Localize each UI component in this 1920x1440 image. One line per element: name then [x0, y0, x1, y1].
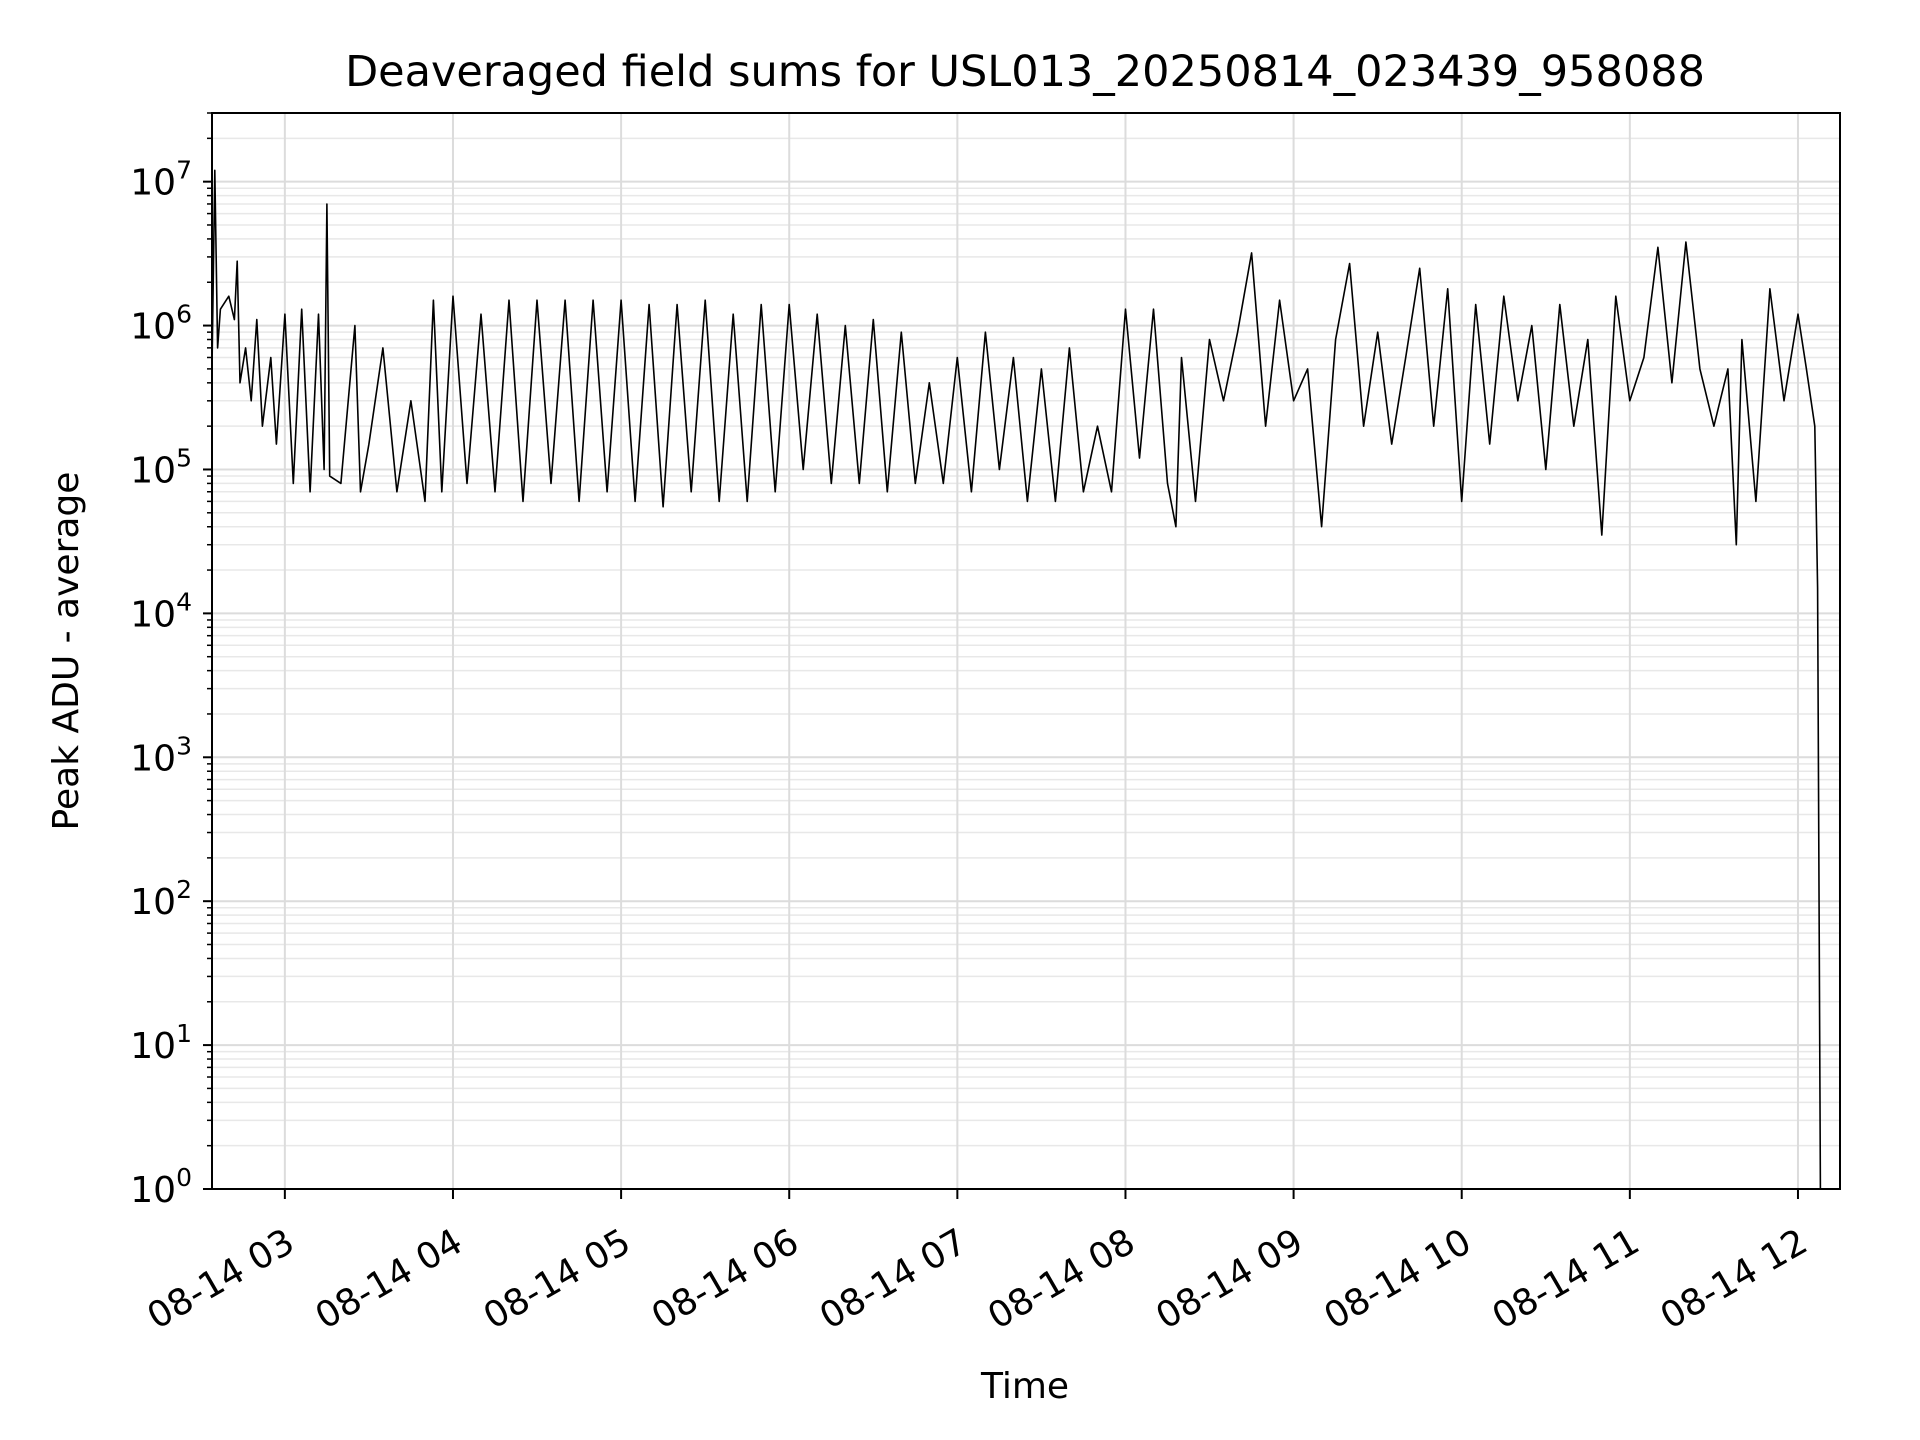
- data-layer: [211, 169, 1822, 1190]
- y-tick-label: 100: [130, 1163, 192, 1211]
- y-tick-exponent: 4: [176, 587, 192, 616]
- y-tick-base: 10: [130, 307, 176, 348]
- y-tick-base: 10: [130, 1026, 176, 1067]
- y-tick-base: 10: [130, 1170, 176, 1211]
- y-tick-label: 105: [130, 443, 192, 491]
- y-tick-exponent: 6: [176, 300, 192, 329]
- grid-layer: [212, 112, 1840, 1190]
- plot-frame: [211, 112, 1841, 1190]
- y-axis-label: Peak ADU - average: [46, 472, 87, 831]
- y-tick-exponent: 2: [176, 875, 192, 904]
- y-tick-base: 10: [130, 450, 176, 491]
- x-axis-label: Time: [980, 1366, 1069, 1407]
- series-line: [211, 169, 1822, 1190]
- y-tick-label: 104: [130, 587, 192, 635]
- y-tick-label: 103: [130, 731, 192, 779]
- chart-title: Deaveraged field sums for USL013_2025081…: [345, 47, 1705, 97]
- y-tick-label: 106: [130, 300, 192, 348]
- y-tick-label: 102: [130, 875, 192, 923]
- y-tick-exponent: 5: [176, 443, 192, 472]
- y-tick-exponent: 0: [176, 1163, 192, 1192]
- y-tick-exponent: 7: [176, 156, 192, 185]
- y-tick-base: 10: [130, 594, 176, 635]
- y-tick-exponent: 3: [176, 731, 192, 760]
- y-tick-exponent: 1: [176, 1019, 192, 1048]
- y-tick-label: 101: [130, 1019, 192, 1067]
- y-tick-base: 10: [130, 882, 176, 923]
- y-tick-base: 10: [130, 163, 176, 204]
- y-tick-label: 107: [130, 156, 192, 204]
- y-tick-base: 10: [130, 738, 176, 779]
